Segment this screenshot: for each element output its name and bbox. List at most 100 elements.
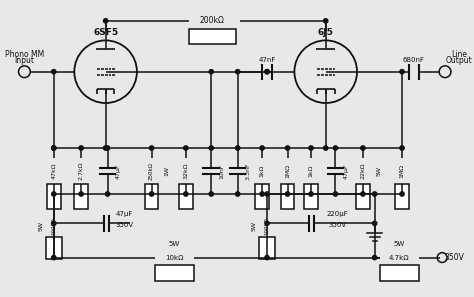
Circle shape	[285, 192, 290, 196]
Circle shape	[400, 146, 404, 150]
Bar	[189, 29, 236, 44]
Text: 100kΩ: 100kΩ	[264, 217, 270, 235]
Circle shape	[260, 146, 264, 150]
Bar	[74, 184, 88, 209]
Text: 2.7kΩ: 2.7kΩ	[79, 162, 83, 180]
Circle shape	[438, 255, 442, 260]
Circle shape	[285, 146, 290, 150]
Text: 100kΩ: 100kΩ	[51, 217, 56, 235]
Bar	[155, 266, 194, 281]
Text: 10kΩ: 10kΩ	[165, 255, 183, 260]
Bar	[47, 184, 61, 209]
Bar	[259, 237, 275, 259]
Text: Output: Output	[446, 56, 472, 65]
Circle shape	[373, 192, 377, 196]
Text: 5W: 5W	[38, 221, 44, 231]
Circle shape	[209, 69, 213, 74]
Text: 47μF: 47μF	[344, 163, 349, 179]
Text: 680nF: 680nF	[403, 57, 425, 63]
Bar	[46, 237, 62, 259]
Text: 32kΩ: 32kΩ	[183, 163, 188, 179]
Circle shape	[209, 192, 213, 196]
Text: Phono MM: Phono MM	[5, 50, 44, 59]
Circle shape	[236, 69, 240, 74]
Circle shape	[149, 146, 154, 150]
Bar	[395, 184, 409, 209]
Text: 350V: 350V	[328, 222, 346, 228]
Circle shape	[74, 40, 137, 103]
Circle shape	[183, 192, 188, 196]
Circle shape	[18, 66, 30, 78]
Text: 1kΩ: 1kΩ	[260, 165, 264, 177]
Circle shape	[52, 146, 56, 150]
Circle shape	[265, 69, 269, 74]
Circle shape	[309, 192, 313, 196]
Circle shape	[149, 192, 154, 196]
Text: 47kΩ: 47kΩ	[51, 163, 56, 179]
Text: 4.7kΩ: 4.7kΩ	[389, 255, 410, 260]
Text: 1W: 1W	[165, 166, 170, 176]
Circle shape	[52, 192, 56, 196]
Text: 10nF: 10nF	[219, 163, 225, 179]
Text: 47nF: 47nF	[258, 57, 276, 63]
Text: 47μF: 47μF	[116, 211, 133, 217]
Text: 5W: 5W	[252, 221, 257, 231]
Text: 200kΩ: 200kΩ	[200, 16, 225, 25]
Circle shape	[209, 146, 213, 150]
Circle shape	[265, 255, 269, 260]
Text: 350V: 350V	[115, 222, 133, 228]
Text: 1kΩ: 1kΩ	[309, 165, 313, 177]
Circle shape	[324, 146, 328, 150]
Circle shape	[265, 221, 269, 225]
Bar	[145, 184, 158, 209]
Text: 5W: 5W	[377, 166, 382, 176]
Circle shape	[105, 192, 109, 196]
Circle shape	[183, 146, 188, 150]
Circle shape	[324, 19, 328, 23]
Circle shape	[294, 40, 357, 103]
Bar	[255, 184, 269, 209]
Text: Input: Input	[14, 56, 35, 65]
Circle shape	[52, 69, 56, 74]
Bar	[356, 184, 370, 209]
Text: 6J5: 6J5	[318, 28, 334, 37]
Bar	[281, 184, 294, 209]
Circle shape	[105, 146, 109, 150]
Circle shape	[52, 255, 56, 260]
Circle shape	[265, 192, 269, 196]
Circle shape	[52, 221, 56, 225]
Circle shape	[309, 146, 313, 150]
Bar	[304, 184, 318, 209]
Circle shape	[52, 146, 56, 150]
Bar	[380, 266, 419, 281]
Bar	[179, 184, 192, 209]
Circle shape	[361, 192, 365, 196]
Text: 350V: 350V	[445, 253, 465, 262]
Circle shape	[439, 66, 451, 78]
Text: Line: Line	[451, 50, 467, 59]
Circle shape	[373, 255, 377, 260]
Text: 1MΩ: 1MΩ	[285, 164, 290, 178]
Circle shape	[265, 69, 269, 74]
Text: 3.3nF: 3.3nF	[246, 162, 251, 180]
Circle shape	[236, 192, 240, 196]
Circle shape	[333, 192, 337, 196]
Text: 5W: 5W	[393, 241, 405, 247]
Text: 6SF5: 6SF5	[93, 28, 118, 37]
Circle shape	[79, 146, 83, 150]
Text: 22kΩ: 22kΩ	[360, 163, 365, 179]
Circle shape	[260, 192, 264, 196]
Text: 5W: 5W	[168, 241, 180, 247]
Text: 47μF: 47μF	[116, 163, 121, 179]
Circle shape	[103, 19, 108, 23]
Circle shape	[103, 146, 108, 150]
Circle shape	[400, 192, 404, 196]
Circle shape	[79, 192, 83, 196]
Circle shape	[333, 146, 337, 150]
Circle shape	[236, 146, 240, 150]
Text: 220μF: 220μF	[327, 211, 348, 217]
Circle shape	[437, 253, 447, 263]
Text: 250kΩ: 250kΩ	[149, 162, 154, 180]
Text: 1MΩ: 1MΩ	[400, 164, 404, 178]
Circle shape	[361, 146, 365, 150]
